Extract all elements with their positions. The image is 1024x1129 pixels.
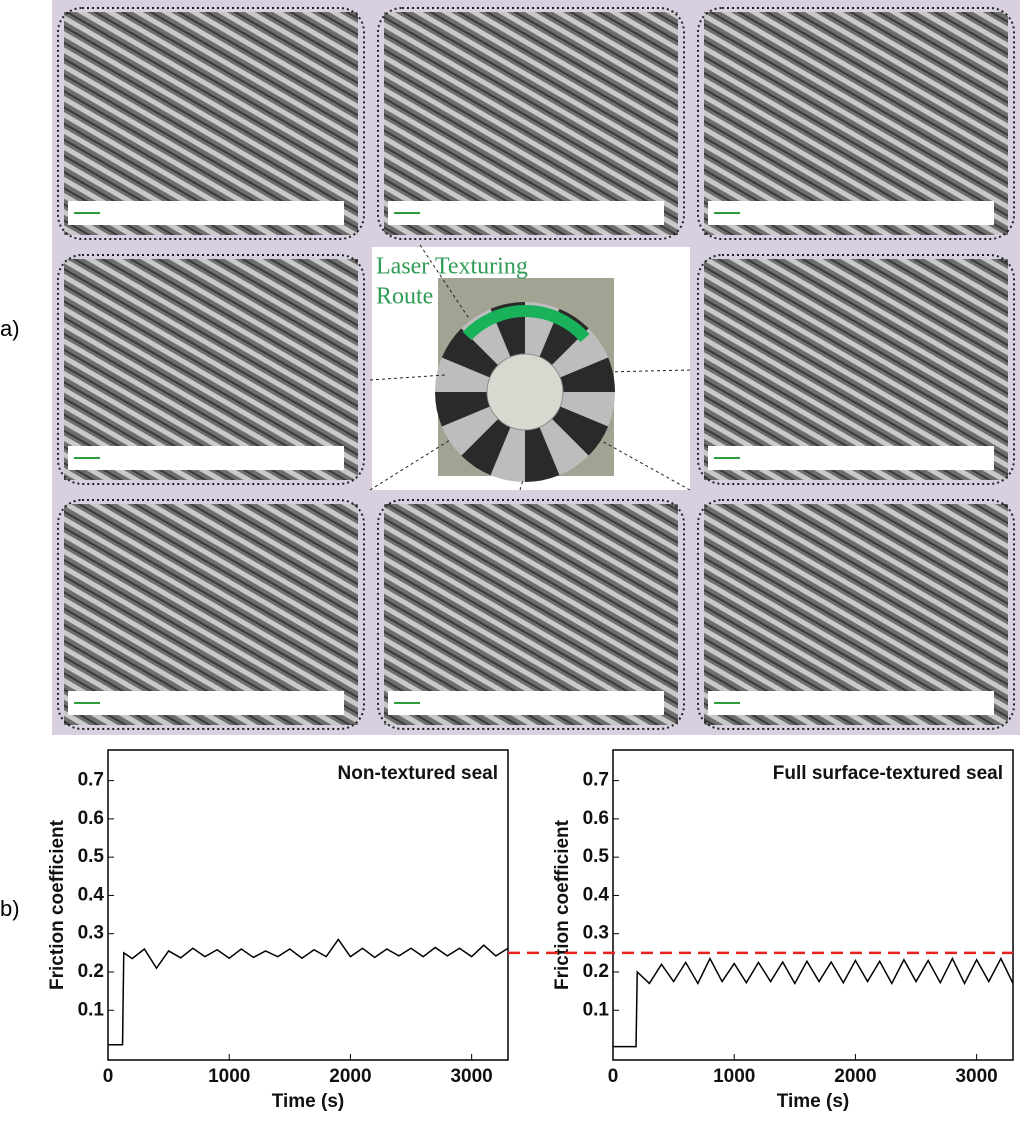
leader-line: [369, 374, 446, 381]
info-bar: [708, 201, 994, 225]
y-axis-label: Friction coefficient: [47, 819, 68, 990]
y-tick-label: 0.4: [78, 884, 105, 905]
y-tick-label: 0.6: [78, 808, 104, 829]
seal-hole: [486, 353, 564, 431]
x-axis-label: Time (s): [777, 1091, 850, 1112]
y-tick-label: 0.3: [583, 923, 609, 944]
y-tick-label: 0.3: [78, 923, 104, 944]
seal-segment: [525, 427, 560, 482]
seal-photo: [369, 244, 691, 491]
y-tick-label: 0.5: [583, 846, 610, 867]
seal-segment: [441, 328, 499, 378]
y-tick-label: 0.2: [78, 961, 104, 982]
y-tick-label: 0.7: [583, 770, 609, 791]
info-bar: [68, 691, 344, 715]
y-tick-label: 0.4: [583, 884, 610, 905]
plot-frame: [612, 749, 1014, 1061]
x-tick-label: 2000: [834, 1066, 876, 1087]
x-tick-label: 0: [103, 1066, 114, 1087]
tile-border: [57, 499, 365, 730]
seal-segment: [539, 418, 589, 476]
sem-image: [704, 259, 1008, 480]
x-tick-label: 3000: [450, 1066, 492, 1087]
route-label: Route: [376, 284, 433, 310]
leader-line: [369, 439, 451, 491]
tile-border: [377, 499, 685, 730]
annotation: Non-textured seal: [338, 763, 498, 784]
route-arrow: [462, 305, 590, 343]
sem-image: [704, 504, 1008, 725]
info-bar: [708, 691, 994, 715]
seal-segment: [560, 392, 615, 427]
panel-label: a): [0, 316, 20, 341]
y-tick-label: 0.1: [583, 999, 610, 1020]
leader-line: [519, 479, 524, 491]
info-bar: [708, 446, 994, 470]
y-tick-label: 0.2: [583, 961, 609, 982]
sem-image: [704, 12, 1008, 235]
info-bar: [388, 201, 664, 225]
tile-border: [57, 254, 365, 485]
panel-label: b): [0, 896, 20, 921]
data-line: [108, 938, 509, 1046]
x-tick-label: 3000: [955, 1066, 997, 1087]
seal-segment: [435, 357, 490, 392]
seal-segment: [441, 406, 499, 456]
x-tick-label: 1000: [208, 1066, 250, 1087]
sem-image: [64, 259, 358, 480]
seal-segment: [551, 406, 609, 456]
data-line: [613, 956, 1014, 1048]
seal-segment: [435, 392, 490, 427]
sem-image: [64, 12, 358, 235]
info-bar: [68, 201, 344, 225]
seal-segment: [551, 328, 609, 378]
sem-image: [384, 12, 678, 235]
seal-segment: [560, 357, 615, 392]
info-bar: [68, 446, 344, 470]
seal-segment: [490, 427, 525, 482]
annotation: Full surface-textured seal: [773, 763, 1003, 784]
x-tick-label: 0: [608, 1066, 619, 1087]
y-tick-label: 0.7: [78, 770, 104, 791]
sem-image: [384, 504, 678, 725]
plot-frame: [107, 749, 509, 1061]
tile-border: [697, 7, 1015, 240]
x-tick-label: 2000: [329, 1066, 371, 1087]
x-tick-label: 1000: [713, 1066, 755, 1087]
x-axis-label: Time (s): [272, 1091, 345, 1112]
y-tick-label: 0.5: [78, 846, 105, 867]
seal-segment: [461, 418, 511, 476]
route-label: Laser Texturing: [376, 254, 528, 280]
leader-line: [599, 439, 691, 491]
info-bar: [388, 691, 664, 715]
tile-border: [57, 7, 365, 240]
leader-line: [604, 369, 691, 373]
tile-border: [697, 254, 1015, 485]
sem-image: [64, 504, 358, 725]
tile-border: [697, 499, 1015, 730]
y-tick-label: 0.6: [583, 808, 609, 829]
tile-border: [377, 7, 685, 240]
y-tick-label: 0.1: [78, 999, 105, 1020]
y-axis-label: Friction coefficient: [552, 819, 573, 990]
